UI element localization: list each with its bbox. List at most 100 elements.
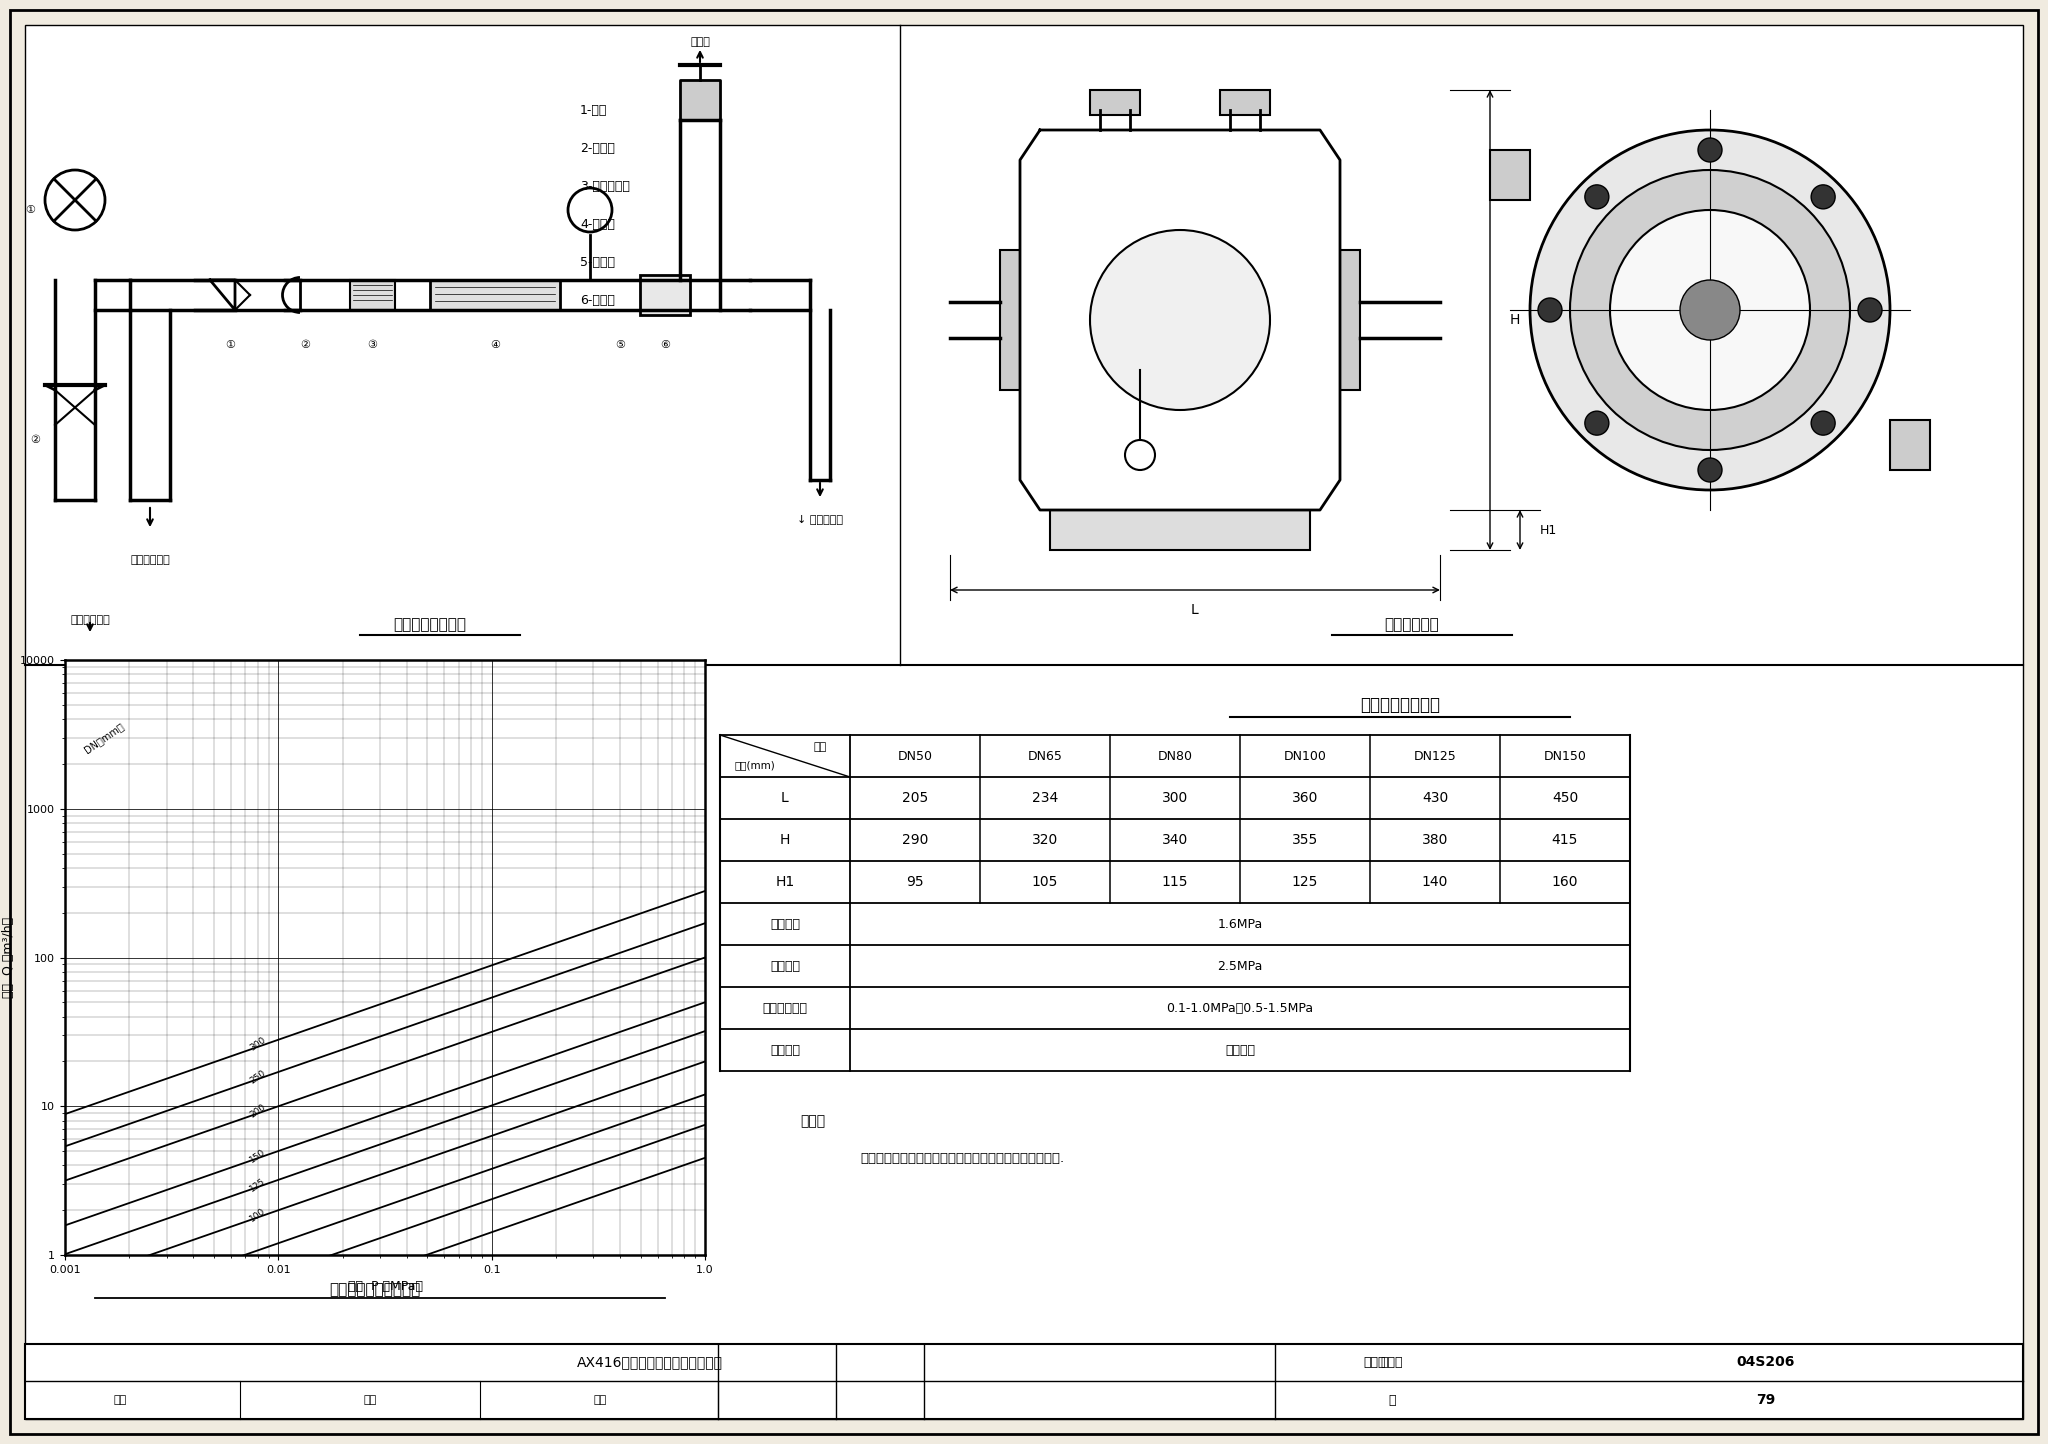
Text: 压力调节范围: 压力调节范围 (762, 1002, 807, 1015)
Polygon shape (211, 280, 236, 310)
Text: 规格: 规格 (813, 742, 827, 752)
Text: DN80: DN80 (1157, 749, 1192, 762)
Text: 1-接头: 1-接头 (580, 104, 608, 117)
Text: 160: 160 (1552, 875, 1579, 890)
Text: ①: ① (25, 205, 35, 215)
Text: DN65: DN65 (1028, 749, 1063, 762)
Text: 0.1-1.0MPa、0.5-1.5MPa: 0.1-1.0MPa、0.5-1.5MPa (1167, 1002, 1313, 1015)
Text: 法兰连接: 法兰连接 (1225, 1044, 1255, 1057)
Text: ⑥: ⑥ (659, 339, 670, 349)
Text: DN150: DN150 (1544, 749, 1587, 762)
Bar (1890, 420, 1929, 469)
Bar (1221, 90, 1270, 116)
Text: L: L (1192, 604, 1198, 617)
Circle shape (1571, 170, 1849, 451)
Text: 4-过滤器: 4-过滤器 (580, 218, 614, 231)
Text: 450: 450 (1552, 791, 1579, 804)
Text: 2.5MPa: 2.5MPa (1217, 959, 1264, 972)
Text: H: H (1509, 313, 1520, 326)
Circle shape (1679, 280, 1741, 339)
Text: 页: 页 (1389, 1393, 1397, 1406)
Text: 5-压力表: 5-压力表 (580, 256, 614, 269)
Text: 200: 200 (248, 1102, 266, 1119)
Circle shape (1124, 440, 1155, 469)
Bar (350, 280, 395, 310)
Text: 150: 150 (248, 1147, 266, 1164)
Text: 250: 250 (248, 1069, 266, 1086)
Circle shape (1810, 185, 1835, 209)
Text: 泤压阀性能参数表: 泤压阀性能参数表 (1360, 696, 1440, 713)
Text: 300: 300 (248, 1035, 266, 1053)
Text: 说明：: 说明： (801, 1113, 825, 1128)
Bar (999, 250, 1040, 390)
Text: ③: ③ (367, 339, 377, 349)
Text: 115: 115 (1161, 875, 1188, 890)
Text: 泤压阀流量特性曲线图: 泤压阀流量特性曲线图 (330, 1282, 420, 1298)
Text: 95: 95 (905, 875, 924, 890)
Text: 125: 125 (248, 1175, 266, 1193)
Text: ①: ① (225, 339, 236, 349)
Text: 图集号: 图集号 (1364, 1356, 1386, 1369)
Text: 320: 320 (1032, 833, 1059, 848)
Text: 105: 105 (1032, 875, 1059, 890)
Text: 接消防泵出口: 接消防泵出口 (131, 554, 170, 565)
Text: 234: 234 (1032, 791, 1059, 804)
X-axis label: 压差  P （MPa）: 压差 P （MPa） (348, 1281, 422, 1294)
Polygon shape (680, 79, 721, 120)
Text: 试验压力: 试验压力 (770, 959, 801, 972)
Text: 泤压阀安装示意图: 泤压阀安装示意图 (393, 618, 467, 632)
Text: 205: 205 (901, 791, 928, 804)
Text: H: H (780, 833, 791, 848)
Polygon shape (1020, 130, 1339, 510)
Bar (25, 1344, 2023, 1419)
Text: 415: 415 (1552, 833, 1579, 848)
Text: 04S206: 04S206 (1737, 1354, 1796, 1369)
Text: 380: 380 (1421, 833, 1448, 848)
Text: 100: 100 (248, 1206, 266, 1223)
Text: 125: 125 (1292, 875, 1319, 890)
Circle shape (1585, 412, 1610, 435)
Text: 355: 355 (1292, 833, 1319, 848)
Text: ↓ 接消防水池: ↓ 接消防水池 (797, 516, 844, 526)
Text: 3-阀阀或蝶阀: 3-阀阀或蝶阀 (580, 179, 631, 192)
Text: 参数(mm): 参数(mm) (735, 760, 776, 770)
Text: H1: H1 (776, 875, 795, 890)
Text: 校对: 校对 (362, 1395, 377, 1405)
Text: 工作压力: 工作压力 (770, 917, 801, 930)
Circle shape (1090, 230, 1270, 410)
Text: H1: H1 (1540, 524, 1556, 537)
Text: 1.6MPa: 1.6MPa (1217, 917, 1264, 930)
Text: 图集号: 图集号 (1380, 1356, 1403, 1369)
Text: 140: 140 (1421, 875, 1448, 890)
Circle shape (1530, 130, 1890, 490)
Text: ④: ④ (489, 339, 500, 349)
Y-axis label: 流量  Q （m³/h）: 流量 Q （m³/h） (2, 917, 14, 998)
Text: 430: 430 (1421, 791, 1448, 804)
Text: 本图根据北京海淡普惠机电技术开发公司提供的资料绘制.: 本图根据北京海淡普惠机电技术开发公司提供的资料绘制. (860, 1152, 1065, 1165)
Text: 360: 360 (1292, 791, 1319, 804)
Text: 290: 290 (901, 833, 928, 848)
Text: 审核: 审核 (113, 1395, 127, 1405)
Bar (1491, 150, 1530, 201)
Text: 泤压阀大样图: 泤压阀大样图 (1384, 618, 1440, 632)
Circle shape (1585, 185, 1610, 209)
Text: DN（mm）: DN（mm） (82, 721, 125, 755)
Text: 300: 300 (1161, 791, 1188, 804)
Text: DN100: DN100 (1284, 749, 1327, 762)
Polygon shape (47, 390, 102, 425)
Text: 接消防泵出口: 接消防泵出口 (70, 615, 111, 625)
Circle shape (1610, 209, 1810, 410)
Circle shape (1538, 297, 1563, 322)
Bar (1321, 250, 1360, 390)
Bar (31, 30, 891, 640)
Text: 设计: 设计 (594, 1395, 606, 1405)
Text: 2-止回阀: 2-止回阀 (580, 142, 614, 155)
Circle shape (1810, 412, 1835, 435)
Circle shape (1698, 139, 1722, 162)
Circle shape (1858, 297, 1882, 322)
Text: AX416型泤压阀大样、安装示意图: AX416型泤压阀大样、安装示意图 (578, 1354, 723, 1369)
Text: 接管网: 接管网 (690, 38, 711, 48)
Circle shape (1698, 458, 1722, 482)
Text: 连接形式: 连接形式 (770, 1044, 801, 1057)
Bar (1090, 90, 1141, 116)
